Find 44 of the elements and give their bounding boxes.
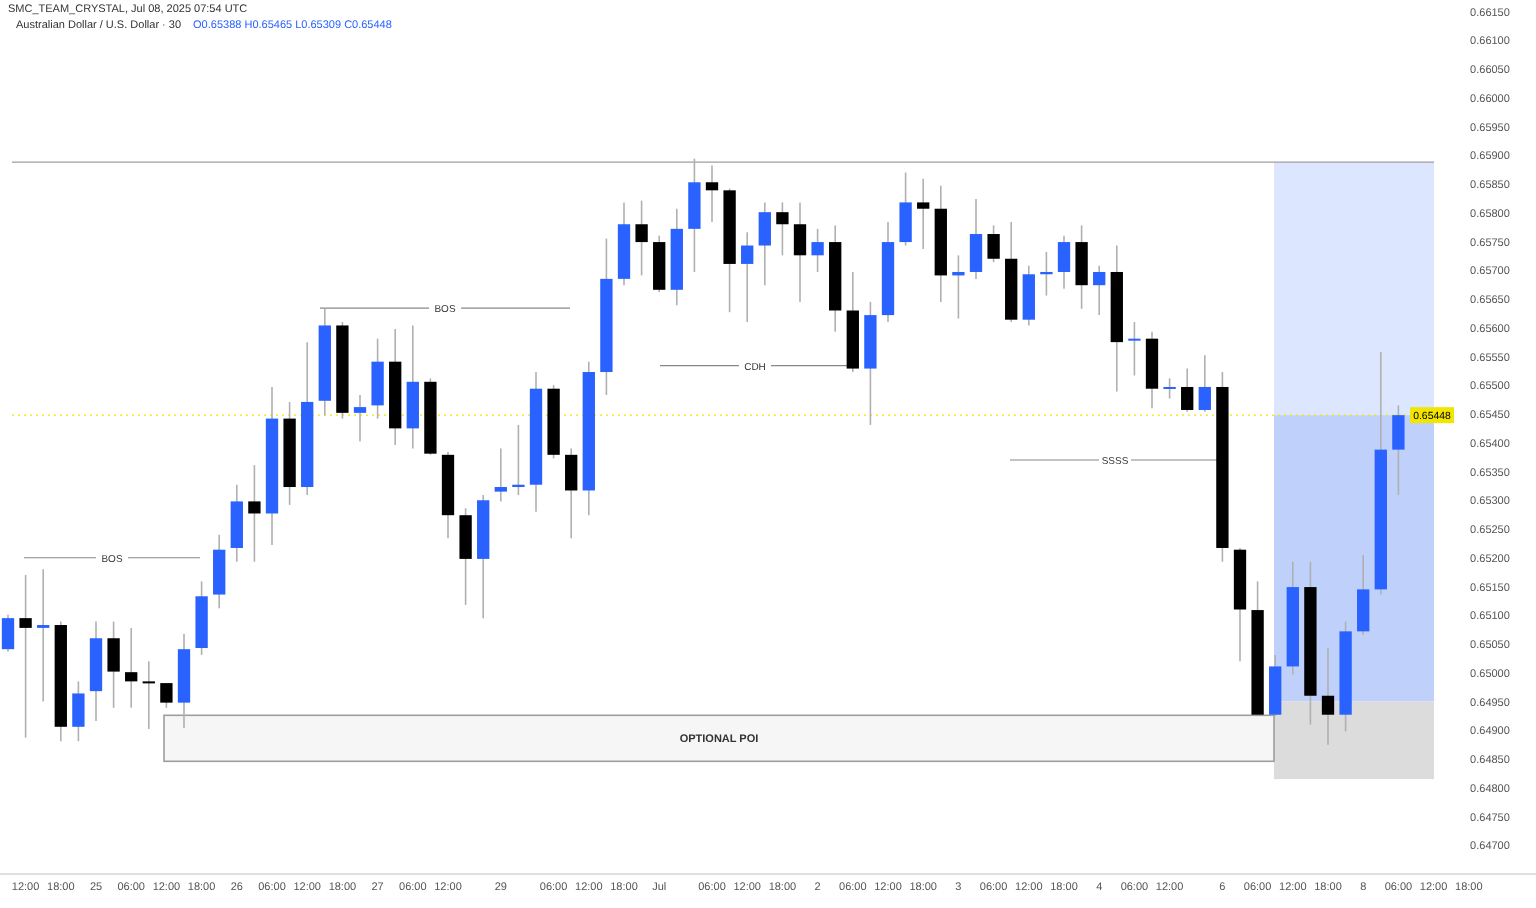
candlestick: [1357, 554, 1370, 636]
candlestick: [213, 533, 226, 610]
candlestick: [653, 234, 666, 293]
candlestick: [917, 178, 930, 250]
candlestick: [952, 254, 965, 320]
candlestick: [635, 199, 648, 277]
candlestick: [1022, 264, 1035, 327]
candlestick: [72, 680, 85, 742]
candlestick: [512, 424, 525, 496]
candlestick: [793, 201, 807, 303]
candlestick: [230, 483, 243, 563]
candlestick: [565, 447, 578, 539]
candlestick: [969, 198, 983, 280]
candlestick: [160, 682, 173, 709]
candlestick: [1181, 367, 1194, 413]
candlestick: [353, 394, 367, 443]
candlestick: [371, 337, 384, 420]
candlestick: [1198, 354, 1211, 413]
candlestick: [1075, 224, 1088, 310]
candlestick: [811, 228, 824, 273]
candlestick: [741, 231, 754, 323]
candlestick: [125, 627, 138, 709]
candlestick: [494, 447, 507, 503]
candlestick: [37, 568, 50, 703]
candlestick: [899, 171, 912, 247]
candlestick: [19, 574, 32, 739]
candlestick: [987, 224, 1000, 263]
candlestick: [688, 157, 701, 273]
candlestick: [1093, 264, 1106, 316]
candlestick: [142, 660, 155, 730]
candlestick: [459, 507, 472, 606]
candlestick: [1040, 251, 1053, 297]
candlestick: [406, 324, 419, 450]
candlestick: [107, 620, 120, 709]
candlestick: [1128, 321, 1141, 377]
candlestick: [1057, 234, 1071, 290]
candlestick: [758, 201, 771, 286]
candlestick: [776, 201, 789, 257]
candlestick: [1392, 404, 1405, 496]
candlestick: [705, 164, 719, 223]
candlestick: [1163, 377, 1176, 400]
candlestick: [1, 613, 15, 653]
candlestick: [248, 464, 261, 563]
candlestick: [1321, 647, 1335, 746]
